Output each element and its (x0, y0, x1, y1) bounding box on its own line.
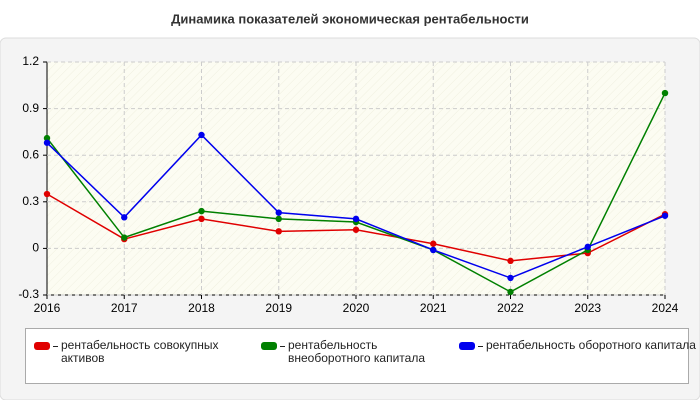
legend-dash (280, 346, 285, 347)
legend-label: рентабельность внеоборотного капитала (288, 338, 425, 365)
legend-dash (53, 346, 58, 347)
data-point (43, 134, 51, 142)
data-point (198, 131, 205, 139)
data-point (430, 240, 437, 247)
data-point (198, 207, 205, 215)
legend-item: рентабельность оборотного капитала (459, 339, 700, 352)
y-tick-label: 0.9 (22, 101, 39, 115)
data-point (121, 214, 128, 221)
data-point (507, 257, 514, 265)
data-point (661, 89, 669, 97)
data-point (275, 228, 282, 235)
x-tick-label: 2021 (420, 301, 447, 315)
data-point (43, 139, 51, 146)
data-point (275, 215, 282, 223)
data-point (430, 246, 437, 254)
x-tick-label: 2018 (188, 301, 215, 315)
y-tick-label: 0.3 (22, 194, 39, 208)
x-tick-label: 2017 (111, 301, 138, 315)
data-point (121, 234, 128, 241)
y-tick-label: -0.3 (18, 287, 39, 301)
y-tick-label: 1.2 (22, 54, 39, 68)
x-tick-label: 2016 (34, 301, 61, 315)
data-point (43, 190, 51, 198)
data-point (275, 209, 282, 216)
y-tick-label: 0.6 (22, 147, 39, 161)
x-tick-label: 2022 (497, 301, 524, 315)
x-tick-label: 2023 (574, 301, 601, 315)
data-point (352, 226, 360, 233)
legend-swatch (34, 342, 50, 350)
legend: рентабельность совокупных активов рентабе… (25, 328, 696, 384)
y-tick-label: 0 (32, 241, 39, 255)
data-point (584, 243, 591, 251)
data-point (507, 274, 514, 282)
legend-item: рентабельность внеоборотного капитала (261, 339, 458, 365)
legend-label: рентабельность оборотного капитала (486, 338, 696, 352)
x-tick-label: 2020 (343, 301, 370, 315)
data-point (352, 215, 360, 223)
x-tick-label: 2024 (652, 301, 679, 315)
data-point (507, 288, 514, 296)
legend-label: рентабельность совокупных активов (61, 338, 219, 365)
legend-swatch (261, 342, 277, 350)
legend-dash (478, 346, 483, 347)
legend-item: рентабельность совокупных активов (34, 339, 261, 365)
data-point (661, 212, 669, 219)
chart-title: Динамика показателей экономическая рента… (171, 11, 529, 26)
data-point (198, 215, 205, 223)
x-tick-label: 2019 (265, 301, 292, 315)
legend-swatch (459, 342, 475, 350)
